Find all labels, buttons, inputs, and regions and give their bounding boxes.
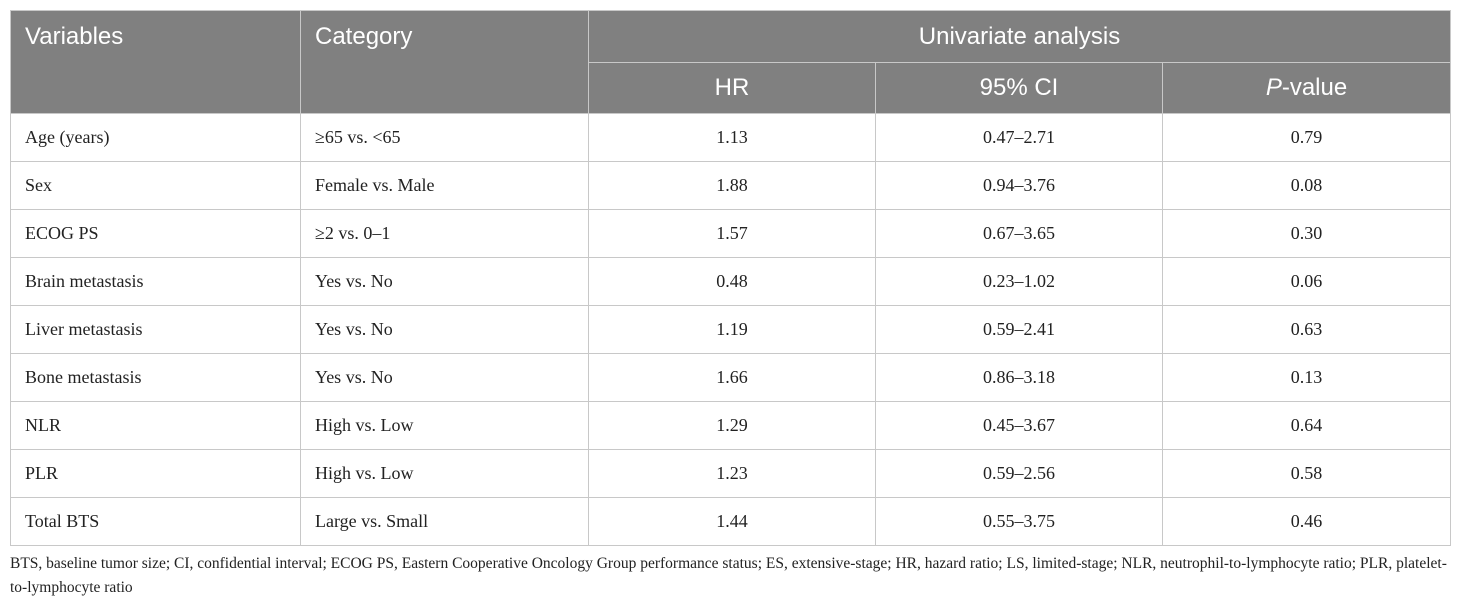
table-row: Brain metastasis Yes vs. No 0.48 0.23–1.… xyxy=(10,257,1452,306)
cell-variable: PLR xyxy=(10,449,301,498)
table-row: ECOG PS ≥2 vs. 0–1 1.57 0.67–3.65 0.30 xyxy=(10,209,1452,258)
cell-category: High vs. Low xyxy=(300,449,589,498)
cell-category: Yes vs. No xyxy=(300,305,589,354)
cell-ci: 0.23–1.02 xyxy=(875,257,1163,306)
header-univariate-analysis: Univariate analysis xyxy=(587,10,1452,63)
table-header: Variables Category Univariate analysis H… xyxy=(10,10,1452,114)
cell-ci: 0.59–2.56 xyxy=(875,449,1163,498)
cell-hr: 1.19 xyxy=(588,305,876,354)
header-hr: HR xyxy=(588,62,876,114)
univariate-analysis-table: Variables Category Univariate analysis H… xyxy=(10,10,1452,546)
cell-ci: 0.59–2.41 xyxy=(875,305,1163,354)
cell-category: ≥65 vs. <65 xyxy=(300,113,589,162)
cell-variable: NLR xyxy=(10,401,301,450)
table-body: Age (years) ≥65 vs. <65 1.13 0.47–2.71 0… xyxy=(10,113,1452,546)
cell-category: Female vs. Male xyxy=(300,161,589,210)
cell-variable: Sex xyxy=(10,161,301,210)
cell-hr: 1.88 xyxy=(588,161,876,210)
cell-p-value: 0.79 xyxy=(1161,113,1452,162)
cell-variable: ECOG PS xyxy=(10,209,301,258)
cell-p-value: 0.30 xyxy=(1161,209,1452,258)
cell-variable: Age (years) xyxy=(10,113,301,162)
table-row: Bone metastasis Yes vs. No 1.66 0.86–3.1… xyxy=(10,353,1452,402)
header-variables: Variables xyxy=(10,10,301,114)
table-row: PLR High vs. Low 1.23 0.59–2.56 0.58 xyxy=(10,449,1452,498)
cell-p-value: 0.06 xyxy=(1161,257,1452,306)
cell-p-value: 0.13 xyxy=(1161,353,1452,402)
table-row: Liver metastasis Yes vs. No 1.19 0.59–2.… xyxy=(10,305,1452,354)
cell-variable: Total BTS xyxy=(10,497,301,546)
cell-hr: 0.48 xyxy=(588,257,876,306)
cell-variable: Bone metastasis xyxy=(10,353,301,402)
cell-ci: 0.55–3.75 xyxy=(875,497,1163,546)
cell-hr: 1.66 xyxy=(588,353,876,402)
header-p-italic: P xyxy=(1265,74,1282,101)
header-category: Category xyxy=(300,10,589,114)
results-table-container: Variables Category Univariate analysis H… xyxy=(10,10,1452,546)
cell-hr: 1.23 xyxy=(588,449,876,498)
cell-variable: Brain metastasis xyxy=(10,257,301,306)
cell-hr: 1.44 xyxy=(588,497,876,546)
table-footnote: BTS, baseline tumor size; CI, confidenti… xyxy=(10,555,1447,596)
cell-p-value: 0.08 xyxy=(1161,161,1452,210)
cell-p-value: 0.58 xyxy=(1161,449,1452,498)
table-row: Age (years) ≥65 vs. <65 1.13 0.47–2.71 0… xyxy=(10,113,1452,162)
header-p-suffix: -value xyxy=(1281,74,1348,101)
cell-p-value: 0.64 xyxy=(1161,401,1452,450)
cell-hr: 1.13 xyxy=(588,113,876,162)
table-row: Sex Female vs. Male 1.88 0.94–3.76 0.08 xyxy=(10,161,1452,210)
cell-ci: 0.45–3.67 xyxy=(875,401,1163,450)
cell-ci: 0.94–3.76 xyxy=(875,161,1163,210)
cell-category: Large vs. Small xyxy=(300,497,589,546)
cell-category: High vs. Low xyxy=(300,401,589,450)
cell-ci: 0.47–2.71 xyxy=(875,113,1163,162)
header-p-value: P-value xyxy=(1161,62,1452,114)
cell-hr: 1.57 xyxy=(588,209,876,258)
header-95-ci: 95% CI xyxy=(875,62,1163,114)
cell-variable: Liver metastasis xyxy=(10,305,301,354)
table-row: Total BTS Large vs. Small 1.44 0.55–3.75… xyxy=(10,497,1452,546)
cell-ci: 0.86–3.18 xyxy=(875,353,1163,402)
cell-category: Yes vs. No xyxy=(300,257,589,306)
table-row: NLR High vs. Low 1.29 0.45–3.67 0.64 xyxy=(10,401,1452,450)
cell-category: Yes vs. No xyxy=(300,353,589,402)
cell-hr: 1.29 xyxy=(588,401,876,450)
cell-ci: 0.67–3.65 xyxy=(875,209,1163,258)
cell-p-value: 0.63 xyxy=(1161,305,1452,354)
cell-p-value: 0.46 xyxy=(1161,497,1452,546)
cell-category: ≥2 vs. 0–1 xyxy=(300,209,589,258)
